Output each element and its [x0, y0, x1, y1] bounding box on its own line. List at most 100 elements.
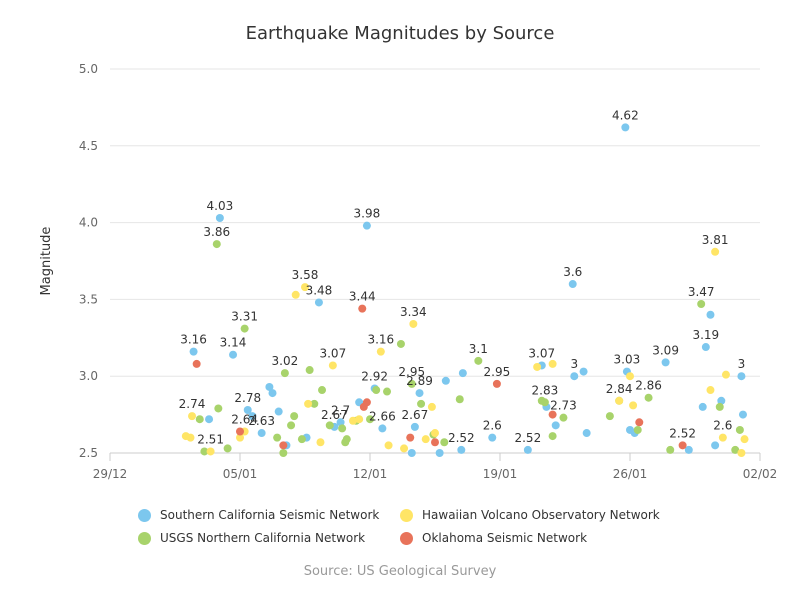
data-point[interactable]	[287, 421, 296, 430]
legend-item-southern-california[interactable]: Southern California Seismic Network	[138, 508, 379, 522]
data-point[interactable]	[362, 398, 371, 407]
data-point[interactable]	[362, 221, 371, 230]
data-point[interactable]	[492, 379, 501, 388]
data-point[interactable]	[633, 425, 642, 434]
data-point[interactable]	[711, 247, 720, 256]
data-point[interactable]	[342, 435, 351, 444]
data-point[interactable]	[240, 324, 249, 333]
data-point[interactable]	[212, 240, 221, 249]
data-point[interactable]	[435, 449, 444, 457]
data-point[interactable]	[316, 438, 325, 447]
data-point[interactable]	[666, 445, 675, 454]
data-point[interactable]	[400, 444, 409, 453]
data-point[interactable]	[376, 347, 385, 356]
data-point[interactable]	[605, 412, 614, 421]
data-point[interactable]	[205, 415, 214, 424]
data-point[interactable]	[279, 441, 288, 450]
data-point[interactable]	[223, 444, 232, 453]
data-point[interactable]	[248, 412, 257, 421]
data-point[interactable]	[348, 416, 357, 425]
data-point[interactable]	[318, 386, 327, 395]
data-point[interactable]	[421, 435, 430, 444]
data-point[interactable]	[697, 300, 706, 309]
legend-item-oklahoma[interactable]: Oklahoma Seismic Network	[400, 531, 587, 545]
data-point[interactable]	[358, 304, 367, 313]
data-point[interactable]	[701, 343, 710, 352]
data-point[interactable]	[291, 290, 300, 299]
data-point[interactable]	[290, 412, 299, 421]
data-point[interactable]	[629, 401, 638, 410]
data-point[interactable]	[661, 358, 670, 367]
legend-item-hawaiian-volcano[interactable]: Hawaiian Volcano Observatory Network	[400, 508, 660, 522]
data-point[interactable]	[540, 398, 549, 407]
data-point[interactable]	[383, 387, 392, 396]
data-point[interactable]	[274, 407, 283, 416]
data-point[interactable]	[200, 447, 209, 456]
data-point[interactable]	[410, 422, 419, 431]
data-point[interactable]	[570, 372, 579, 381]
data-point[interactable]	[715, 402, 724, 411]
data-point[interactable]	[706, 310, 715, 319]
data-point[interactable]	[407, 379, 416, 388]
data-point[interactable]	[325, 421, 334, 430]
data-point[interactable]	[644, 393, 653, 402]
data-point[interactable]	[372, 386, 381, 395]
data-point[interactable]	[396, 339, 405, 348]
data-point[interactable]	[698, 402, 707, 411]
data-point[interactable]	[268, 389, 277, 398]
data-point[interactable]	[280, 369, 289, 378]
data-point[interactable]	[328, 361, 337, 370]
data-point[interactable]	[236, 427, 244, 436]
legend-item-usgs-northern-california[interactable]: USGS Northern California Network	[138, 531, 365, 545]
data-point[interactable]	[718, 433, 727, 442]
data-point[interactable]	[431, 429, 439, 438]
data-point[interactable]	[265, 382, 274, 391]
data-point[interactable]	[735, 425, 744, 434]
data-point[interactable]	[417, 399, 426, 408]
data-point[interactable]	[188, 412, 197, 421]
data-point[interactable]	[336, 418, 345, 427]
data-point[interactable]	[523, 445, 532, 454]
data-point[interactable]	[273, 433, 282, 442]
data-point[interactable]	[407, 449, 416, 457]
data-point[interactable]	[189, 347, 198, 356]
data-point[interactable]	[229, 350, 238, 359]
data-point[interactable]	[706, 386, 715, 395]
data-point[interactable]	[297, 435, 306, 444]
data-point[interactable]	[215, 213, 224, 222]
data-point[interactable]	[615, 396, 624, 405]
data-point[interactable]	[441, 376, 450, 385]
data-point[interactable]	[236, 433, 244, 442]
data-point[interactable]	[548, 359, 557, 368]
data-point[interactable]	[488, 433, 497, 442]
data-point[interactable]	[678, 441, 687, 450]
data-point[interactable]	[415, 389, 424, 398]
data-point[interactable]	[533, 362, 542, 371]
data-point[interactable]	[458, 369, 467, 378]
data-point[interactable]	[427, 402, 436, 411]
data-point[interactable]	[206, 447, 215, 456]
data-point[interactable]	[548, 432, 557, 441]
data-point[interactable]	[582, 429, 591, 438]
data-point[interactable]	[195, 415, 204, 424]
data-point[interactable]	[717, 396, 726, 405]
data-point[interactable]	[635, 418, 644, 427]
data-point[interactable]	[548, 410, 557, 419]
data-point[interactable]	[457, 445, 466, 454]
data-point[interactable]	[305, 366, 314, 375]
data-point[interactable]	[214, 404, 223, 413]
data-point[interactable]	[304, 399, 313, 408]
data-point[interactable]	[738, 410, 747, 419]
data-point[interactable]	[455, 395, 464, 404]
data-point[interactable]	[474, 356, 483, 365]
data-point[interactable]	[737, 372, 746, 381]
data-point[interactable]	[384, 441, 393, 450]
data-point[interactable]	[192, 359, 201, 368]
data-point[interactable]	[551, 421, 560, 430]
data-point[interactable]	[406, 433, 415, 442]
data-point[interactable]	[431, 438, 439, 447]
data-point[interactable]	[257, 429, 266, 438]
data-point[interactable]	[711, 441, 720, 450]
data-point[interactable]	[366, 415, 374, 424]
data-point[interactable]	[409, 319, 418, 328]
